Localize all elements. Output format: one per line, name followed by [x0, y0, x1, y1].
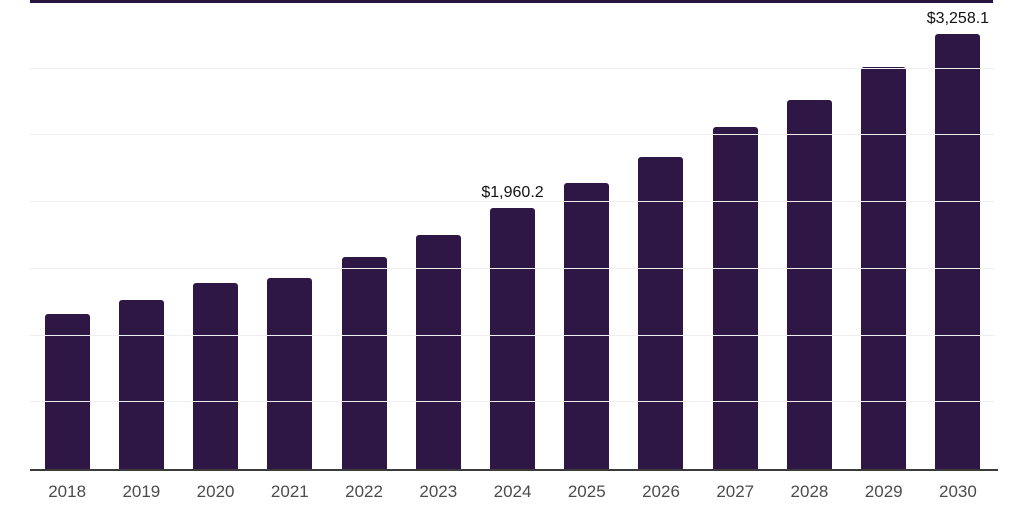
chart-top-border	[30, 0, 993, 3]
bar-2025	[564, 182, 610, 469]
bar-slot-2024: $1,960.2	[475, 2, 549, 469]
gridline-2000	[30, 201, 995, 203]
bars-row: $1,960.2 $3,258.1	[30, 2, 995, 469]
x-axis-label-2027: 2027	[716, 482, 755, 501]
x-axis-label-2021: 2021	[270, 482, 309, 501]
bar-slot-2028	[772, 2, 846, 469]
gridline-3000	[30, 67, 995, 69]
bar-slot-2025	[550, 2, 624, 469]
bar-slot-2030: $3,258.1	[921, 2, 995, 469]
gridline-500	[30, 401, 995, 403]
bar-2019	[118, 299, 164, 469]
bar-2020	[193, 283, 239, 469]
x-axis-labels: 2018 2019 2020 2021 2022 2023 2024 2025 2026 2027…	[30, 481, 995, 503]
bar-2018	[44, 314, 90, 469]
bar-2030	[935, 34, 981, 469]
bar-slot-2029	[847, 2, 921, 469]
gridline-2500	[30, 134, 995, 136]
bar-slot-2019	[104, 2, 178, 469]
gridline-1000	[30, 334, 995, 336]
bar-2026	[638, 156, 684, 469]
x-axis-label-2019: 2019	[122, 482, 161, 501]
bar-2024	[490, 207, 536, 469]
x-axis-label-2028: 2028	[790, 482, 829, 501]
gridline-1500	[30, 267, 995, 269]
bar-slot-2020	[178, 2, 252, 469]
bar-slot-2022	[327, 2, 401, 469]
x-axis-label-2030: 2030	[939, 482, 977, 501]
bar-slot-2021	[253, 2, 327, 469]
bar-slot-2027	[698, 2, 772, 469]
x-axis-label-2026: 2026	[642, 482, 680, 501]
bar-2022	[341, 256, 387, 469]
x-axis-label-2024: 2024	[493, 482, 532, 501]
x-axis-label-2018: 2018	[48, 482, 87, 501]
plot-area: $1,960.2 $3,258.1	[30, 2, 995, 469]
bar-2028	[786, 99, 832, 469]
x-axis-label-2025: 2025	[567, 482, 606, 501]
bar-2021	[267, 277, 313, 469]
x-axis-label-2022: 2022	[345, 482, 383, 501]
data-label-2030: $3,258.1	[926, 10, 990, 28]
bar-slot-2023	[401, 2, 475, 469]
data-label-2024: $1,960.2	[481, 183, 544, 201]
x-axis-label-2023: 2023	[419, 482, 458, 501]
bar-2027	[712, 127, 758, 469]
x-axis-label-2029: 2029	[864, 482, 903, 501]
x-axis-label-2020: 2020	[196, 482, 235, 501]
bar-slot-2018	[30, 2, 104, 469]
bar-slot-2026	[624, 2, 698, 469]
x-axis-line	[30, 469, 998, 471]
bar-2023	[415, 234, 461, 469]
